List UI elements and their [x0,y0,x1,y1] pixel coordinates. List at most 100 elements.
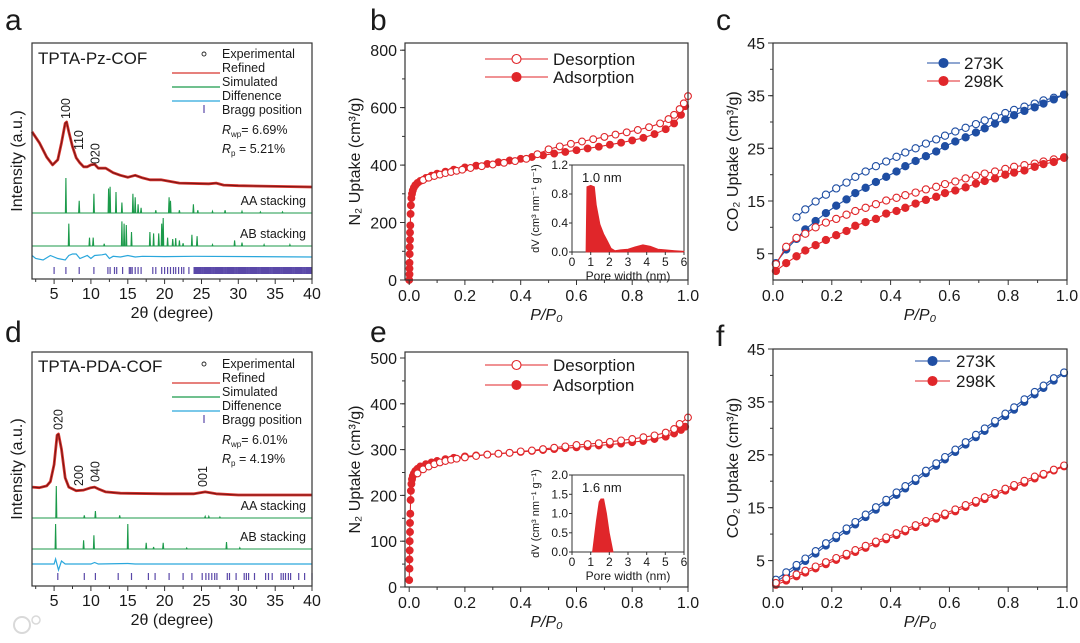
legend-label: Bragg position [222,413,302,427]
data-point [882,157,891,166]
x-tick-label: 0.2 [821,288,843,305]
legend-marker [938,75,949,87]
data-point [811,562,820,571]
y-tick-label: 400 [370,397,397,414]
panel-c: c 0.0 0.2 0.4 0.6 0.8 1.0 5 15 25 35 45 P/P₀ CO₂ Upta… [716,4,1078,324]
y-tick-label: 5 [756,247,765,264]
data-point [932,135,941,144]
legend-label: 298K [956,372,996,391]
x-tick-label: 0.8 [997,288,1019,305]
data-point [901,191,910,200]
data-point [940,179,950,189]
data-point [871,537,880,546]
data-point [971,171,981,180]
data-point [527,446,536,455]
y-tick-label: 200 [370,488,397,505]
data-point [494,449,503,458]
simulated-aa-pattern [32,177,312,214]
data-point [980,116,989,125]
peak-label: 100 [59,98,73,119]
legend-label: 273K [956,352,996,371]
inset-x-axis-label: Pore width (nm) [586,569,671,583]
data-point [821,539,830,548]
data-point [980,169,989,178]
data-point [832,184,841,193]
data-point [1030,387,1039,396]
data-point [842,524,851,533]
data-point [832,531,841,540]
series-line [775,94,1065,264]
legend-label: Diffenence [222,89,282,103]
pore-size-inset: 0 1 2 3 4 5 6 0.0 0.5 1.0 1.5 2.0 Pore width (nm) dV … [530,468,688,583]
data-point [871,214,881,224]
data-point [1010,403,1019,412]
data-point [951,505,960,514]
inset-x-tick-label: 2 [606,555,613,569]
x-tick-label: 0.6 [565,288,587,305]
data-point [555,142,564,151]
plot-frame [404,42,689,281]
difference-curve [32,556,312,573]
data-point [921,466,930,475]
pore-size-inset: 0 1 2 3 4 5 6 0.0 0.4 0.8 1.2 Pore width (nm) dV (cm… [530,158,688,283]
series-273k-filled [771,90,1069,268]
x-tick-label: 20 [156,286,174,303]
data-point [792,560,801,569]
y-tick-label: 300 [370,443,397,460]
data-point [851,206,860,216]
data-point [882,209,891,218]
data-point [932,512,941,521]
data-point [871,177,881,187]
x-tick-label: 1.0 [1056,595,1078,612]
data-point [892,488,901,497]
series-line [775,156,1065,272]
data-point [821,558,830,567]
watermark-logo [13,615,41,634]
data-point [821,208,831,218]
data-point [861,541,870,550]
data-point [782,574,791,583]
x-tick-label: 1.0 [677,595,699,612]
x-axis-label: P/P₀ [904,614,937,631]
data-point [472,452,481,460]
inset-x-tick-label: 2 [606,255,613,269]
data-point [771,266,781,276]
data-point [921,516,930,525]
stat-value: = 5.21% [235,142,285,156]
data-point [811,197,820,206]
y-tick-label: 25 [747,448,765,465]
data-point [851,546,860,554]
inset-y-tick-label: 1.2 [551,158,568,172]
data-point [1020,106,1029,116]
x-tick-label: 35 [266,286,284,303]
data-point [405,555,414,564]
data-point [405,576,414,585]
inset-y-tick-label: 0.0 [551,545,568,559]
data-point [1059,90,1069,99]
y-tick-label: 0 [388,580,397,597]
x-tick-label: 0.8 [621,595,643,612]
data-point [650,431,659,440]
x-tick-label: 0.6 [565,595,587,612]
data-point [511,157,520,166]
data-point [1049,157,1058,167]
data-point [1030,472,1039,481]
x-tick-label: 5 [50,593,59,610]
inset-x-tick-label: 0 [569,555,576,569]
legend-circle-marker [201,51,207,57]
data-point [583,144,592,153]
data-point [611,130,620,139]
data-point [639,433,648,442]
data-point [578,137,586,146]
plot-frame [31,42,313,280]
data-point [533,150,542,159]
data-point [861,203,870,212]
stat-value: = 6.01% [241,433,287,447]
legend-marker [938,57,949,69]
data-point [851,172,860,181]
data-point [851,517,860,526]
x-axis-label: P/P₀ [530,614,563,631]
x-tick-label: 0.8 [997,595,1019,612]
data-point [832,231,841,240]
